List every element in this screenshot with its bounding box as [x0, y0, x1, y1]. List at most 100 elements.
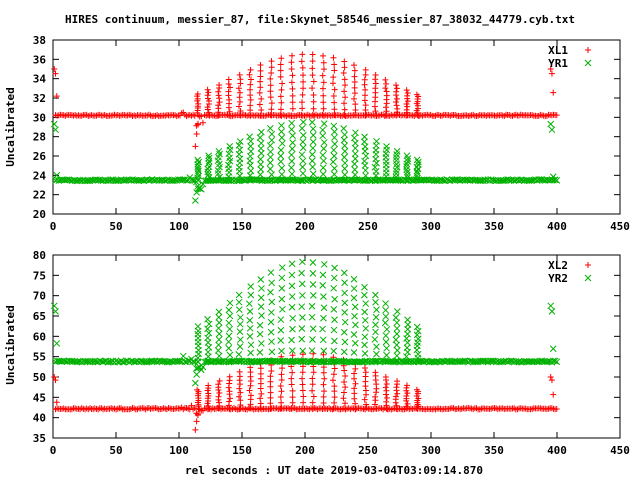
data-point	[331, 61, 338, 68]
data-point	[216, 390, 223, 397]
data-point	[267, 75, 274, 82]
data-point	[352, 112, 359, 119]
data-point	[352, 400, 359, 407]
data-point	[383, 398, 390, 405]
data-point	[394, 378, 401, 385]
data-point	[331, 388, 338, 395]
data-point	[215, 313, 223, 321]
data-point	[320, 79, 327, 86]
data-point	[225, 338, 232, 346]
data-point	[362, 378, 369, 385]
data-point	[340, 405, 347, 412]
data-point	[393, 330, 401, 338]
y-tick-label: 75	[33, 269, 46, 282]
data-point	[320, 381, 327, 388]
data-point	[277, 158, 285, 165]
data-point	[309, 357, 316, 365]
data-point	[257, 61, 264, 68]
data-point	[310, 369, 317, 376]
y-tick-label: 24	[33, 169, 47, 182]
x-tick-label: 150	[232, 444, 252, 457]
data-point	[205, 382, 212, 389]
data-point	[320, 304, 328, 312]
data-point	[404, 92, 411, 99]
data-point	[246, 333, 254, 340]
data-point	[351, 166, 359, 173]
plot-frame	[52, 254, 621, 439]
data-point	[300, 399, 307, 406]
data-point	[319, 126, 327, 134]
data-point	[361, 357, 369, 365]
y-tick-label: 36	[33, 53, 47, 66]
data-point	[188, 402, 195, 409]
data-point	[236, 343, 244, 351]
data-point	[393, 308, 401, 315]
data-point	[403, 163, 410, 170]
data-point	[246, 308, 254, 315]
data-point	[267, 389, 274, 396]
data-point	[289, 92, 296, 99]
data-point	[300, 72, 307, 79]
data-point	[319, 112, 326, 119]
data-point	[288, 65, 295, 72]
data-point	[331, 316, 338, 324]
data-point	[227, 84, 234, 91]
data-point	[216, 163, 223, 171]
data-point	[214, 347, 222, 354]
data-point	[331, 295, 339, 303]
data-point	[247, 364, 254, 371]
data-point	[404, 157, 412, 165]
x-tick-label: 50	[109, 220, 122, 233]
data-point	[267, 328, 275, 336]
data-point	[50, 120, 58, 128]
data-point	[351, 395, 358, 402]
data-point	[351, 144, 359, 152]
data-point	[413, 169, 421, 177]
data-point	[236, 405, 243, 412]
data-point	[299, 144, 307, 152]
data-point	[299, 91, 306, 98]
data-point	[372, 393, 379, 400]
data-point	[394, 390, 401, 397]
data-point	[404, 358, 411, 366]
y-tick-label: 32	[33, 92, 46, 105]
data-point	[257, 112, 264, 119]
data-point	[215, 324, 222, 332]
data-point	[289, 105, 296, 112]
series-xl2	[51, 350, 560, 433]
data-point	[235, 142, 243, 149]
data-point	[288, 347, 296, 355]
data-point	[352, 406, 359, 413]
data-point	[553, 358, 561, 366]
data-point	[205, 403, 212, 410]
data-point	[404, 174, 411, 181]
data-point	[289, 387, 296, 394]
data-point	[383, 380, 390, 387]
data-point	[278, 122, 285, 129]
data-point	[319, 170, 327, 178]
legend-marker-yr2	[584, 274, 592, 282]
data-point	[216, 95, 223, 102]
data-point	[414, 335, 422, 343]
data-point	[310, 112, 317, 119]
data-point	[309, 381, 316, 388]
data-point	[225, 319, 233, 327]
data-point	[351, 390, 358, 397]
data-point	[351, 73, 358, 80]
data-point	[247, 147, 255, 155]
data-point	[289, 352, 296, 359]
data-point	[320, 157, 327, 165]
data-point	[299, 51, 306, 58]
data-point	[205, 152, 213, 160]
data-point	[225, 88, 232, 95]
data-point	[299, 347, 307, 355]
data-point	[341, 338, 349, 346]
data-point	[226, 325, 234, 333]
data-point	[247, 92, 254, 99]
data-point	[194, 91, 201, 98]
series-yr1	[50, 118, 561, 204]
data-point	[256, 134, 264, 141]
data-point	[225, 306, 233, 314]
data-point	[247, 81, 254, 88]
data-point	[351, 67, 358, 74]
